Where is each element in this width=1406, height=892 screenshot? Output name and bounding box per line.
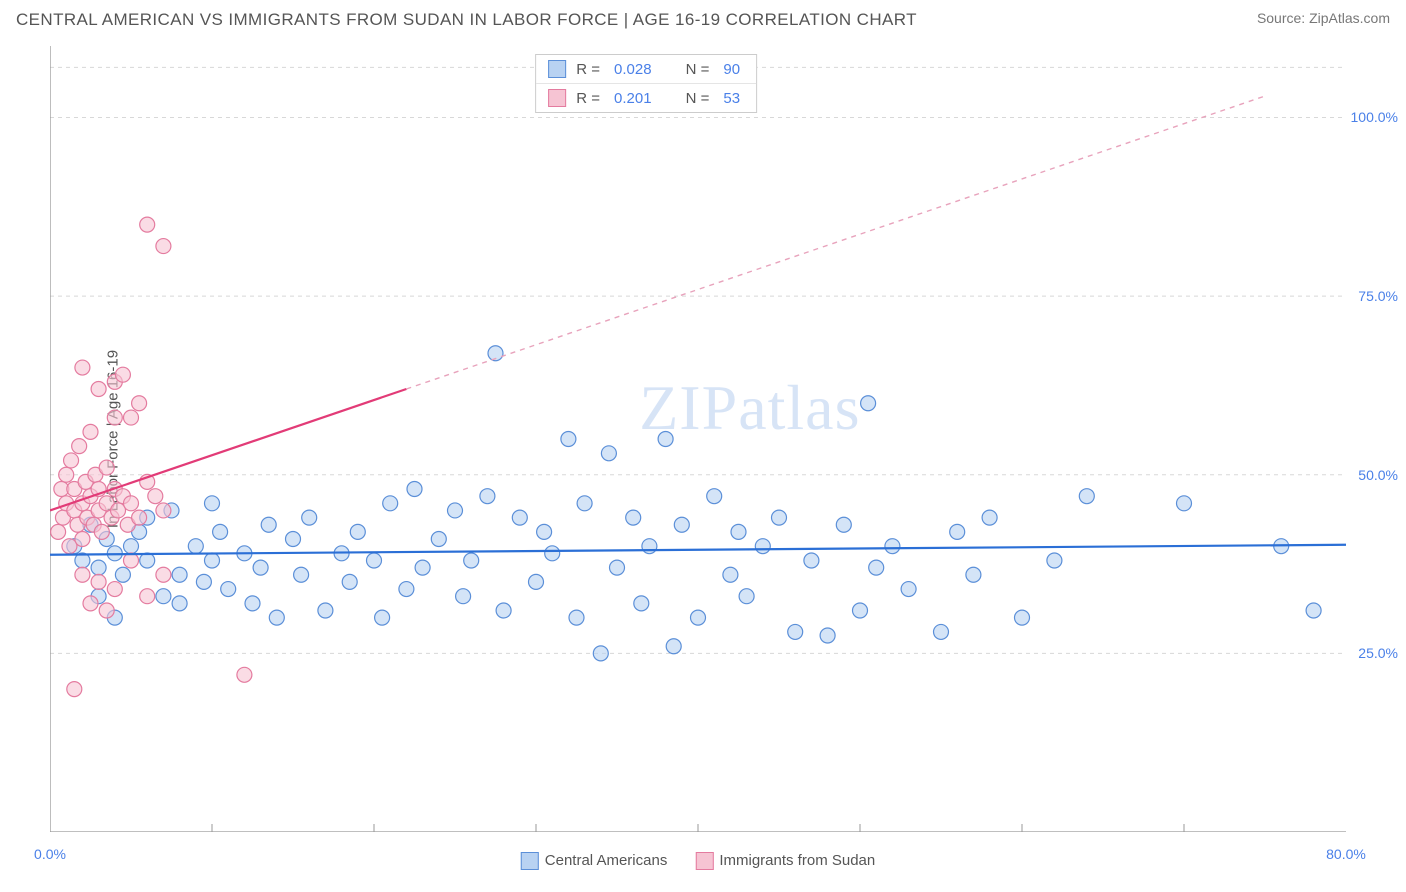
y-tick-label: 100.0% xyxy=(1351,109,1398,125)
legend: Central Americans Immigrants from Sudan xyxy=(521,852,875,870)
legend-item: Immigrants from Sudan xyxy=(695,852,875,870)
stat-r-value: 0.028 xyxy=(614,61,652,78)
x-tick-label: 0.0% xyxy=(34,846,66,862)
stat-r-label: R = xyxy=(576,61,600,78)
chart-container: In Labor Force | Age 16-19 ZIPatlas R =0… xyxy=(50,46,1346,832)
stat-n-value: 53 xyxy=(723,90,740,107)
y-tick-label: 50.0% xyxy=(1358,467,1398,483)
legend-swatch-icon xyxy=(548,60,566,78)
legend-swatch-icon xyxy=(548,89,566,107)
stat-n-label: N = xyxy=(686,61,710,78)
stat-n-value: 90 xyxy=(723,61,740,78)
legend-item: Central Americans xyxy=(521,852,668,870)
source-attribution: Source: ZipAtlas.com xyxy=(1257,10,1390,26)
y-tick-label: 75.0% xyxy=(1358,288,1398,304)
legend-swatch-icon xyxy=(521,852,539,870)
stat-r-label: R = xyxy=(576,90,600,107)
stats-row: R = 0.201 N = 53 xyxy=(536,83,756,112)
scatter-plot xyxy=(50,46,1346,832)
legend-label: Central Americans xyxy=(545,852,668,869)
legend-swatch-icon xyxy=(695,852,713,870)
y-tick-label: 25.0% xyxy=(1358,645,1398,661)
chart-title: CENTRAL AMERICAN VS IMMIGRANTS FROM SUDA… xyxy=(16,10,917,30)
stats-row: R = 0.028 N = 90 xyxy=(536,55,756,83)
stat-n-label: N = xyxy=(686,90,710,107)
legend-label: Immigrants from Sudan xyxy=(719,852,875,869)
x-tick-label: 80.0% xyxy=(1326,846,1366,862)
stat-r-value: 0.201 xyxy=(614,90,652,107)
stats-box: R = 0.028 N = 90 R = 0.201 N = 53 xyxy=(535,54,757,113)
